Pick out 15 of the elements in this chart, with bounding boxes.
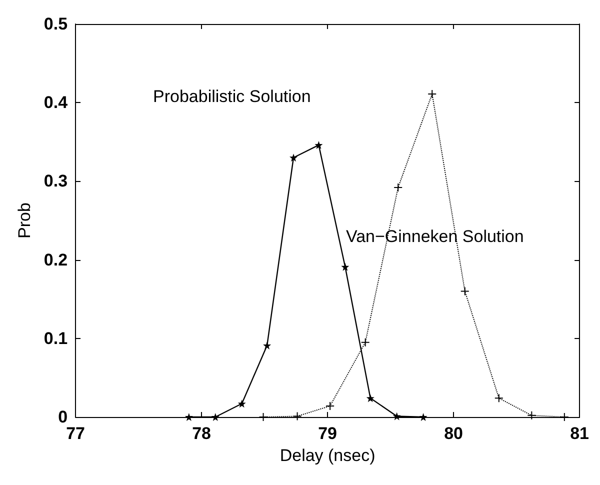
y-tick-label: 0.3 <box>44 172 68 191</box>
y-axis-title: Prob <box>15 202 34 238</box>
annotation: Van−Ginneken Solution <box>346 227 524 246</box>
y-tick-label: 0.2 <box>44 250 68 270</box>
annotation: Probabilistic Solution <box>153 87 311 106</box>
y-tick-label: 0.5 <box>44 14 68 34</box>
x-tick-label: 79 <box>318 424 337 443</box>
y-tick-label: 0.1 <box>44 328 68 348</box>
x-tick-label: 77 <box>66 424 85 443</box>
y-tick-label: 0 <box>58 408 68 426</box>
x-tick-label: 80 <box>444 424 464 443</box>
y-tick-label: 0.4 <box>44 93 68 112</box>
x-tick-label: 81 <box>570 424 590 443</box>
x-axis-title: Delay (nsec) <box>280 446 376 465</box>
x-tick-label: 78 <box>192 424 211 443</box>
